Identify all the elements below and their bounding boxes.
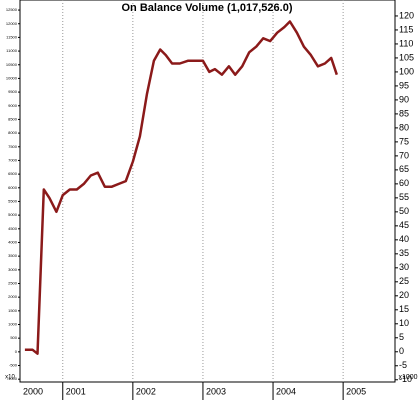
y-tick-label: 50 bbox=[399, 206, 409, 216]
x-tick-label: 2005 bbox=[346, 386, 366, 396]
y2-tick-label: 10000 bbox=[6, 75, 18, 80]
y-tick-label: 110 bbox=[399, 38, 413, 48]
y-tick-label: 105 bbox=[399, 52, 414, 62]
y2-tick-label: 9500 bbox=[8, 89, 18, 94]
y2-tick-label: 3000 bbox=[8, 267, 18, 272]
y2-axis-label: x10 bbox=[5, 375, 15, 381]
y2-tick-label: 500 bbox=[10, 335, 17, 340]
y-tick-label: 100 bbox=[399, 66, 414, 76]
y-tick-label: 65 bbox=[399, 164, 409, 174]
y-tick-label: 40 bbox=[399, 234, 409, 244]
y2-tick-label: 4000 bbox=[8, 240, 18, 245]
y2-tick-label: 6000 bbox=[8, 185, 18, 190]
y2-tick-label: 12000 bbox=[6, 21, 18, 26]
y2-tick-label: 12500 bbox=[6, 7, 18, 12]
y2-tick-label: 11500 bbox=[6, 34, 18, 39]
y-tick-label: 70 bbox=[399, 150, 409, 160]
y-tick-label: -10 bbox=[399, 374, 412, 384]
y2-tick-label: -500 bbox=[9, 363, 18, 368]
x-tick-label: 2004 bbox=[276, 386, 296, 396]
y-tick-label: 0 bbox=[399, 346, 404, 356]
y-tick-label: 60 bbox=[399, 178, 409, 188]
chart-title: On Balance Volume (1,017,526.0) bbox=[122, 2, 293, 14]
y-tick-label: 95 bbox=[399, 80, 409, 90]
y2-tick-label: 3500 bbox=[8, 253, 18, 258]
y-tick-label: -5 bbox=[399, 360, 407, 370]
y2-tick-label: 8500 bbox=[8, 116, 18, 121]
y-tick-label: 55 bbox=[399, 192, 409, 202]
plot-frame bbox=[19, 0, 396, 383]
y2-tick-label: 9000 bbox=[8, 103, 18, 108]
data-line bbox=[24, 20, 338, 355]
y2-tick-label: 2000 bbox=[8, 294, 18, 299]
y-tick-label: 75 bbox=[399, 136, 409, 146]
y-axis-label: x1000 bbox=[398, 374, 417, 381]
y-tick-label: 20 bbox=[399, 290, 409, 300]
y-tick-label: 90 bbox=[399, 94, 409, 104]
y-tick-label: 45 bbox=[399, 220, 409, 230]
y2-tick-label: 4500 bbox=[8, 226, 18, 231]
y-tick-label: 35 bbox=[399, 248, 409, 258]
y2-tick-label: 7500 bbox=[8, 144, 18, 149]
y2-tick-label: 5500 bbox=[8, 199, 18, 204]
y2-tick-label: 10500 bbox=[6, 62, 18, 67]
y-tick-label: 15 bbox=[399, 304, 409, 314]
x-tick-label: 2000 bbox=[23, 386, 43, 396]
y2-tick-label: 8000 bbox=[8, 130, 18, 135]
x-tick-label: 2003 bbox=[206, 386, 226, 396]
y2-tick-label: 1000 bbox=[8, 322, 18, 327]
y-tick-label: 115 bbox=[399, 24, 413, 34]
y-tick-label: 80 bbox=[399, 122, 409, 132]
y2-tick-label: 11000 bbox=[6, 48, 18, 53]
y2-tick-label: 5000 bbox=[8, 212, 18, 217]
y2-tick-label: 7000 bbox=[8, 158, 18, 163]
y-tick-label: 85 bbox=[399, 108, 409, 118]
y2-tick-label: 2500 bbox=[8, 281, 18, 286]
y2-tick-label: 0 bbox=[15, 349, 18, 354]
y-tick-label: 120 bbox=[399, 10, 414, 20]
x-tick-label: 2001 bbox=[66, 386, 86, 396]
y-tick-label: 25 bbox=[399, 276, 409, 286]
y-tick-label: 30 bbox=[399, 262, 409, 272]
y-tick-label: 5 bbox=[399, 332, 404, 342]
y-tick-label: 10 bbox=[399, 318, 409, 328]
y2-tick-label: -1000 bbox=[7, 376, 18, 381]
y2-tick-label: 6500 bbox=[8, 171, 18, 176]
y2-tick-label: 1500 bbox=[8, 308, 18, 313]
x-tick-label: 2002 bbox=[136, 386, 156, 396]
